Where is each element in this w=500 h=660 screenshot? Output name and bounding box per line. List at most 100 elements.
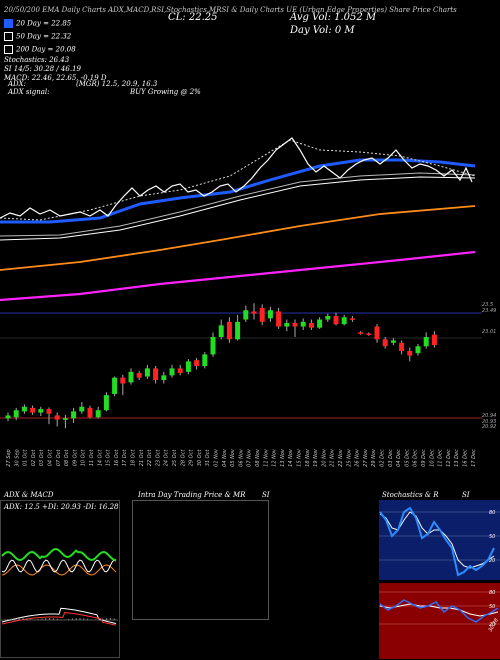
candle-body — [136, 373, 142, 378]
candle-body — [185, 361, 191, 372]
date-label: 04 Dec — [396, 449, 402, 467]
date-label: 28 Oct — [180, 449, 186, 467]
candle-body — [169, 368, 175, 376]
stochastics-d-line — [379, 511, 495, 569]
date-label: 12 Dec — [446, 449, 452, 467]
candle-body — [243, 310, 249, 320]
ema200-line — [0, 205, 476, 271]
price-axis-label: 23.01 — [482, 329, 496, 335]
date-label: 09 Oct — [72, 449, 78, 467]
date-label: 19 Nov — [313, 448, 319, 467]
date-label: 30 Oct — [197, 449, 203, 467]
date-label: 17 Dec — [471, 449, 477, 467]
candle-body — [317, 319, 323, 328]
candle-body — [95, 410, 101, 418]
date-label: 26 Nov — [355, 448, 361, 467]
candle-body — [144, 368, 150, 377]
date-label: 20 Nov — [321, 448, 327, 467]
candle-body — [87, 407, 93, 418]
date-label: 15 Oct — [106, 449, 112, 467]
candle-body — [276, 311, 282, 327]
date-label: 29 Nov — [371, 448, 377, 467]
stochastics-tick: 20 — [489, 558, 495, 564]
adx-values: (MGR) 12.5, 20.9, 16.3 — [76, 80, 158, 88]
macd-label: MACD: 22.46, 22.65, -0.19 D — [4, 74, 107, 82]
candle-body — [202, 354, 208, 367]
date-label: 10 Oct — [81, 449, 87, 467]
intraday-title-right: SI — [262, 491, 270, 499]
stochastics-panel — [379, 500, 500, 580]
price-axis-label: 23.49 — [482, 308, 496, 314]
date-label: 21 Nov — [330, 448, 336, 467]
candle-body — [194, 360, 200, 367]
ema200-label: 200 Day = 20.08 — [16, 45, 76, 54]
candle-body — [423, 336, 429, 347]
candle-body — [235, 321, 241, 340]
date-label: 05 Nov — [230, 448, 236, 467]
date-label: 10 Dec — [429, 449, 435, 467]
magenta-ma-line — [0, 250, 476, 302]
adx-macd-label: ADX: 12.5 +DI: 20.93 -DI: 16.28 — [4, 503, 119, 511]
date-label: 22 Oct — [147, 449, 153, 467]
candle-body — [46, 409, 52, 414]
date-label: 21 Oct — [139, 449, 145, 467]
price-axis-label: 20.93 — [482, 419, 496, 425]
candle-body — [38, 409, 44, 413]
date-label: 27 Sep — [6, 449, 12, 466]
adx-macd-panel — [0, 500, 120, 658]
price-axis-label: 23.5 — [482, 302, 493, 308]
rsi-tick: 50 — [489, 604, 495, 610]
candle-body — [210, 336, 216, 355]
stochastics-tick: 50 — [489, 534, 495, 540]
candle-body — [382, 339, 388, 347]
candle-body — [366, 333, 372, 335]
date-label: 14 Nov — [288, 448, 294, 467]
date-label: 22 Nov — [338, 448, 344, 467]
candle-body — [259, 307, 265, 322]
rsi-tick: 20 — [489, 622, 495, 628]
date-label: 01 Nov — [214, 448, 220, 467]
date-label: 04 Oct — [48, 449, 54, 467]
candle-body — [120, 377, 126, 384]
rsi-value-label: 30.28 — [488, 618, 500, 633]
date-label: 11 Oct — [89, 449, 95, 467]
candle-body — [226, 321, 232, 340]
candle-body — [218, 325, 224, 337]
date-label: 25 Oct — [172, 449, 178, 467]
si-label: SI 14/5: 30.28 / 46.19 — [4, 65, 81, 73]
candle-body — [30, 407, 36, 413]
intraday-title: Intra Day Trading Price & MR — [138, 491, 246, 499]
date-label: 05 Dec — [404, 449, 410, 467]
date-label: 12 Nov — [272, 448, 278, 467]
candle-body — [177, 368, 183, 374]
date-label: 27 Nov — [363, 448, 369, 467]
ema50-swatch — [4, 32, 13, 41]
candle-body — [21, 406, 27, 412]
rsi-panel — [379, 583, 500, 659]
candle-body — [325, 316, 331, 320]
ema20-label: 20 Day = 22.85 — [16, 19, 72, 28]
date-label: 13 Nov — [280, 448, 286, 467]
date-label: 08 Oct — [64, 449, 70, 467]
price-axis-label: 20.92 — [482, 424, 496, 430]
rsi-signal-line — [379, 603, 499, 617]
candle-body — [431, 334, 437, 346]
date-label: 30 Sep — [14, 449, 20, 466]
buy-signal: BUY Growing @ 2% — [130, 88, 201, 96]
candle-body — [349, 318, 355, 320]
date-label: 04 Nov — [222, 448, 228, 467]
day-volume: Day Vol: 0 M — [290, 25, 355, 36]
stochastics-title-right: SI — [462, 491, 470, 499]
date-label: 18 Nov — [305, 448, 311, 467]
stochastics-label: Stochastics: 26.43 — [4, 56, 70, 64]
candle-body — [292, 323, 298, 327]
date-label: 23 Oct — [155, 449, 161, 467]
adx-label: ADX: — [8, 80, 27, 88]
intraday-panel — [132, 500, 269, 620]
date-label: 18 Oct — [131, 449, 137, 467]
candle-body — [284, 323, 290, 327]
date-label: 06 Nov — [238, 448, 244, 467]
candle-body — [79, 406, 85, 412]
date-label: 01 Oct — [23, 449, 29, 467]
candle-body — [62, 418, 68, 420]
